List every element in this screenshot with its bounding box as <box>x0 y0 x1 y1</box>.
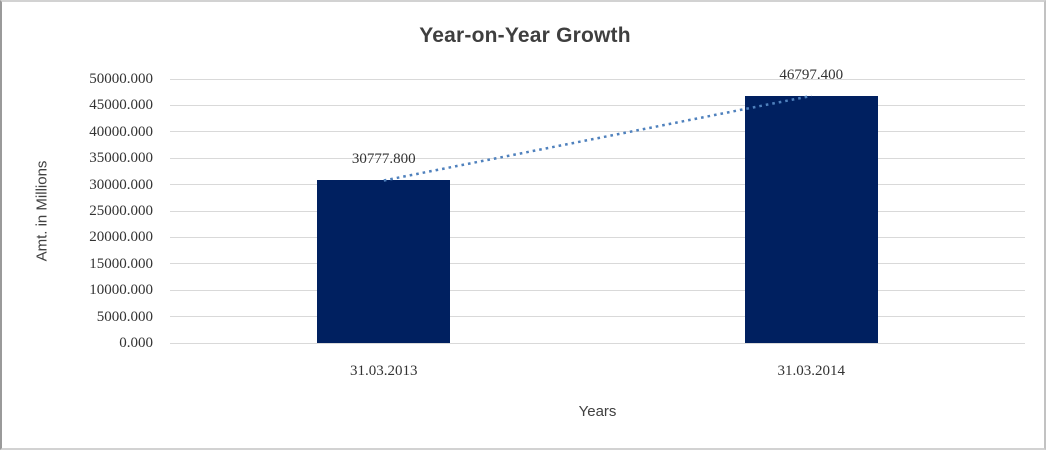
y-axis-tick-label: 20000.000 <box>89 229 153 246</box>
y-axis-tick-label: 5000.000 <box>96 308 153 325</box>
bar-data-label: 30777.800 <box>351 151 416 168</box>
grid-line <box>170 104 1025 106</box>
y-axis-tick-label: 45000.000 <box>89 97 153 114</box>
y-axis-tick-label: 40000.000 <box>89 123 153 140</box>
grid-line <box>170 263 1025 265</box>
grid-line <box>170 210 1025 212</box>
x-axis-tick-label: 31.03.2014 <box>777 363 846 379</box>
y-axis-tick-label: 35000.000 <box>89 150 153 167</box>
grid-line <box>170 78 1025 80</box>
y-axis-tick-label: 50000.000 <box>89 71 153 87</box>
grid-line <box>170 236 1025 238</box>
grid-line <box>170 157 1025 159</box>
trendline-path <box>383 94 812 182</box>
y-axis-tick-label: 15000.000 <box>89 255 153 272</box>
grid-line <box>170 131 1025 133</box>
y-axis-tick-label: 0.000 <box>119 335 153 351</box>
y-axis-tick-label: 25000.000 <box>89 203 153 219</box>
y-axis-tick-label: 10000.000 <box>89 282 153 299</box>
chart-title: Year-on-Year Growth <box>419 24 631 47</box>
bar <box>744 95 878 343</box>
bar <box>317 180 451 343</box>
x-axis-tick-label: 31.03.2013 <box>350 363 418 379</box>
trendline-dotted <box>383 94 812 182</box>
x-axis-title: Years <box>578 403 617 420</box>
bar-data-label: 46797.400 <box>779 66 844 83</box>
grid-line <box>170 289 1025 291</box>
y-axis-tick-label: 30000.000 <box>89 176 153 193</box>
grid-line <box>170 184 1025 186</box>
grid-line <box>170 342 1025 344</box>
grid-line <box>170 316 1025 318</box>
